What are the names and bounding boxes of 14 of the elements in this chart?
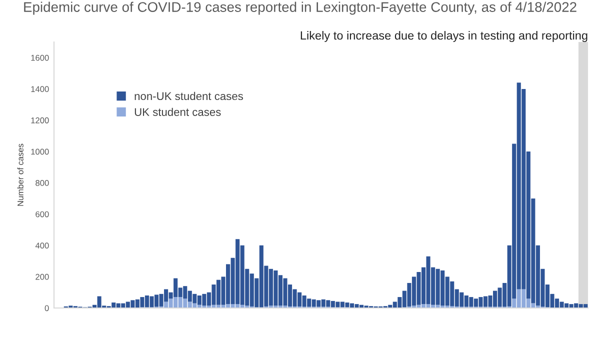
chart-title: Epidemic curve of COVID-19 cases reported in Lexington-Fayette County, as of 4/18/2022 bbox=[24, 2, 576, 15]
y-tick-label: 600 bbox=[36, 211, 49, 218]
y-tick-label: 1000 bbox=[31, 148, 49, 155]
y-tick-label: 1600 bbox=[31, 54, 49, 61]
y-tick-label: 0 bbox=[44, 305, 49, 312]
legend-label: non-UK student cases bbox=[134, 92, 243, 100]
y-tick-label: 1200 bbox=[31, 117, 49, 124]
y-tick-label: 200 bbox=[36, 274, 49, 280]
y-tick-label: 1400 bbox=[31, 86, 49, 92]
y-axis-title: Number of cases bbox=[17, 144, 24, 206]
legend-label: UK student cases bbox=[134, 108, 221, 116]
y-tick-label: 800 bbox=[36, 180, 49, 186]
annotation: Likely to increase due to delays in testing and reporting bbox=[300, 30, 588, 42]
y-tick-label: 400 bbox=[35, 242, 49, 249]
